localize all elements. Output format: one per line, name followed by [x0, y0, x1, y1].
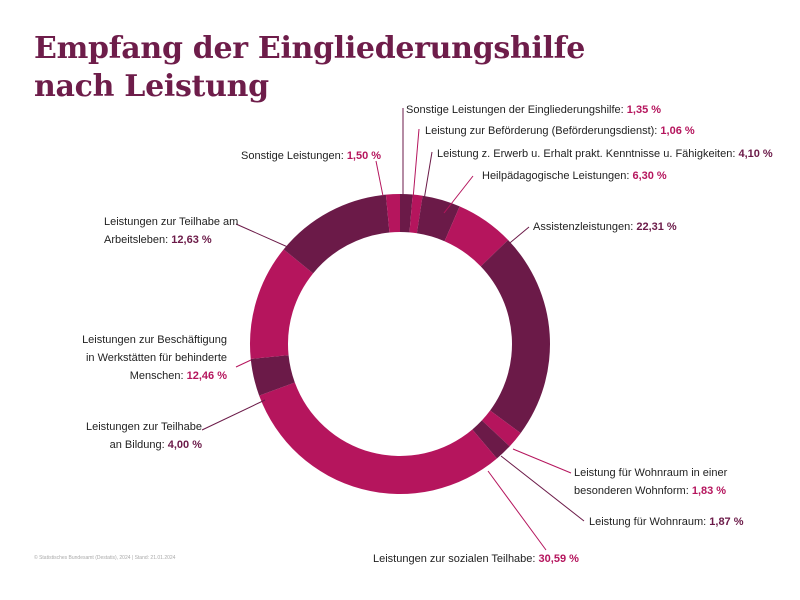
- value-sonstige: 1,50 %: [346, 150, 382, 162]
- leader-line-3: [422, 151, 433, 207]
- label-wohnform: Leistung für Wohnraum in einer besondere…: [574, 467, 728, 497]
- value-befoerderung: 1,06 %: [660, 125, 695, 137]
- label-bildung: Leistungen zur Teilhabe an Bildung: 4,00…: [86, 421, 202, 451]
- label-heilpaedagogisch: Heilpädagogische Leistungen: 6,30 %: [482, 170, 667, 182]
- label-soziale-teilhabe: Leistungen zur sozialen Teilhabe: 30,59 …: [373, 553, 579, 565]
- leader-line-8: [487, 470, 547, 551]
- value-wohnraum: 1,87 %: [709, 516, 744, 528]
- label-arbeitsleben: Leistungen zur Teilhabe am Arbeitsleben:…: [104, 216, 239, 246]
- leader-line-10: [235, 359, 252, 368]
- value-heilpaedagogisch: 6,30 %: [632, 170, 667, 182]
- value-assistenz: 22,31 %: [636, 221, 677, 233]
- leader-line-2: [412, 128, 420, 200]
- label-sonstige-eingliederungshilfe: Sonstige Leistungen der Eingliederungshi…: [406, 104, 662, 116]
- donut-slice-5: [480, 240, 550, 434]
- value-wohnform: 1,83 %: [691, 485, 727, 497]
- leader-line-7: [500, 455, 585, 522]
- label-wohnraum: Leistung für Wohnraum: 1,87 %: [589, 516, 744, 528]
- donut-slice-1: [400, 194, 413, 233]
- leader-line-5: [504, 226, 530, 248]
- donut-slice-10: [250, 249, 314, 359]
- label-befoerderung: Leistung zur Beförderung (Beförderungsdi…: [425, 125, 695, 137]
- label-assistenz: Assistenzleistungen: 22,31 %: [533, 221, 677, 233]
- label-erwerb: Leistung z. Erwerb u. Erhalt prakt. Kenn…: [437, 148, 773, 160]
- label-werkstatt: Leistungen zur Beschäftigung in Werkstät…: [82, 334, 227, 382]
- leader-line-12: [375, 160, 384, 197]
- value-werkstatt: 12,46 %: [186, 370, 227, 382]
- leader-line-4: [443, 175, 474, 214]
- value-bildung: 4,00 %: [167, 439, 202, 451]
- donut-slice-7: [472, 420, 510, 459]
- chart-title-line-1: Empfang der Eingliederungshilfe: [34, 31, 586, 66]
- leader-line-9: [201, 399, 266, 431]
- value-erwerb: 4,10 %: [738, 148, 773, 160]
- leader-lines: [201, 108, 585, 551]
- chart-title-line-2: nach Leistung: [34, 69, 269, 104]
- donut-slice-12: [385, 194, 400, 233]
- value-soziale-teilhabe: 30,59 %: [538, 553, 579, 565]
- label-sonstige: Sonstige Leistungen: 1,50 %: [241, 150, 382, 162]
- value-arbeitsleben: 12,63 %: [171, 234, 212, 246]
- donut-slice-11: [283, 194, 390, 274]
- donut-slice-6: [481, 410, 521, 447]
- donut-slice-2: [409, 194, 423, 234]
- donut-slice-4: [444, 206, 509, 267]
- leader-line-11: [235, 223, 300, 253]
- leader-line-6: [512, 448, 572, 474]
- chart-title: Empfang der Eingliederungshilfe nach Lei…: [34, 30, 585, 106]
- donut-slice-9: [250, 355, 295, 396]
- donut-slices: [250, 194, 550, 494]
- source-note: © Statistisches Bundesamt (Destatis), 20…: [34, 555, 176, 561]
- value-sonstige-eingliederungshilfe: 1,35 %: [626, 104, 662, 116]
- donut-slice-8: [259, 382, 497, 494]
